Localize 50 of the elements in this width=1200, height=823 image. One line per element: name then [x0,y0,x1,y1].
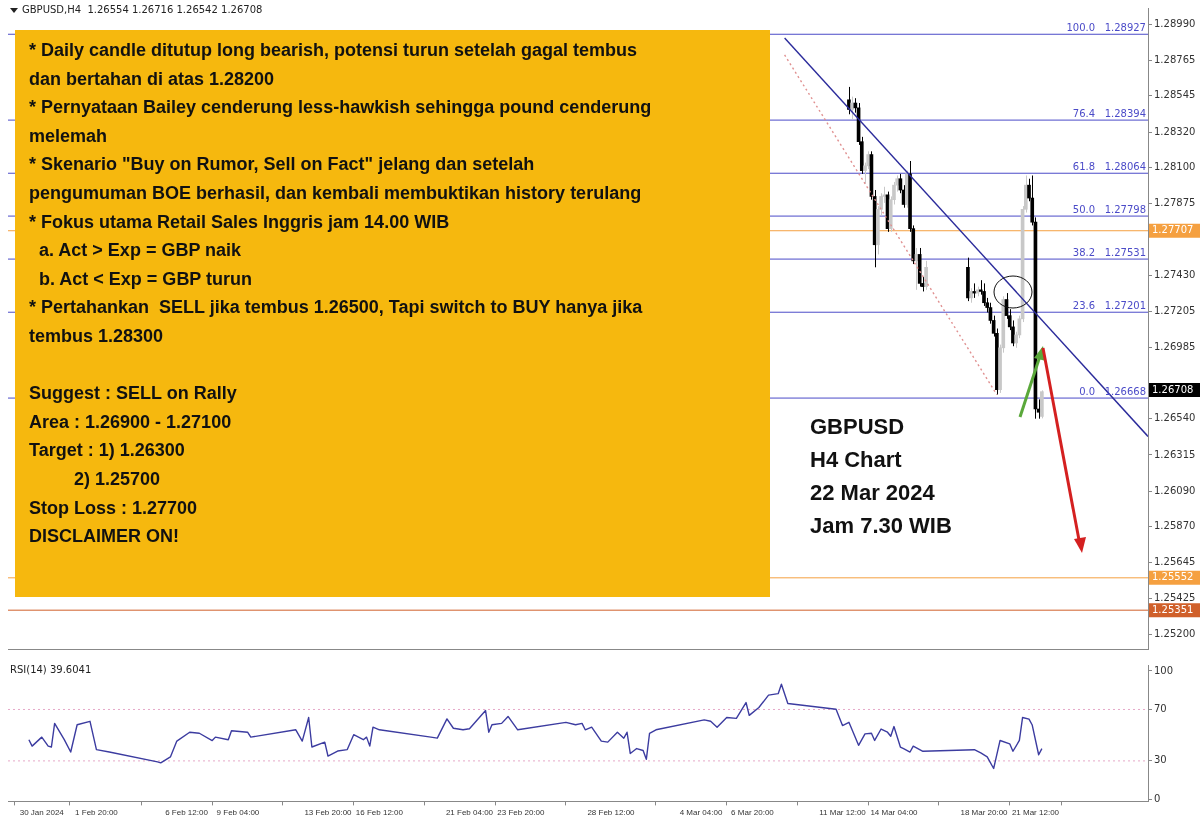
y-tick-label: 1.28320 [1154,125,1196,137]
y-tick-label: 1.25200 [1154,628,1196,640]
x-tick-label: 18 Mar 20:00 [960,808,1009,818]
y-tick-label: 1.28545 [1154,89,1196,101]
x-tick-label: 21 Mar 12:00 [1011,808,1060,818]
y-tick-label: 1.27875 [1154,197,1196,209]
y-tick-label: 0 [1154,793,1161,805]
y-tick-label: 1.28990 [1154,17,1196,29]
y-tick-label: 1.27205 [1154,305,1196,317]
ref-line-label: 76.4 1.28394 [1072,107,1146,119]
y-tick-label: 1.27430 [1154,268,1196,280]
ref-line-label: 100.0 1.28927 [1066,21,1146,33]
y-tick-label: 70 [1154,703,1167,715]
ref-line-label: 38.2 1.27531 [1072,246,1146,258]
x-tick-label: 16 Feb 12:00 [355,808,404,818]
x-tick-label: 28 Feb 12:00 [587,808,636,818]
y-tick-label: 1.25645 [1154,556,1196,568]
ref-line-label: 23.6 1.27201 [1072,299,1146,311]
ref-line-label: 61.8 1.28064 [1072,160,1146,172]
chart-title: GBPUSD,H4 1.26554 1.26716 1.26542 1.26708 [22,4,263,15]
y-tick-label: 1.25870 [1154,520,1196,532]
ref-line-label: 1.27707 [1152,224,1194,236]
y-tick-label: 100 [1154,664,1174,676]
x-tick-label: 6 Feb 12:00 [165,808,209,818]
y-tick-label: 1.26315 [1154,448,1196,460]
x-tick-label: 6 Mar 20:00 [731,808,775,818]
ref-line-label: 1.25351 [1152,603,1194,615]
y-tick-label: 1.28765 [1154,53,1196,65]
x-tick-label: 13 Feb 20:00 [304,808,353,818]
y-tick-label: 1.26540 [1154,412,1196,424]
note-panel: * Daily candle ditutup long bearish, potensi turun setelah gagal tembus dan bertahan di atas 1.28200 * Pernyataan Bailey cenderung less-hawkish sehingga pound cenderung melemah * Skenario "Buy on Rumor, Sell on Fact" jelang dan setelah pengumuman BOE berhasil, dan kembali membuktikan history terulang * Fokus utama Retail Sales Inggris jam 14.00 WIB a. Act > Exp = GBP naik b. Act < Exp = GBP turun * Pertahankan SELL jika tembus 1.26500, Tapi switch to BUY hanya jika tembus 1.28300 Suggest : SELL on Rally Area : 1.26900 - 1.27100 Target : 1) 1.26300 2) 1.25700 Stop Loss : 1.27700 DISCLAIMER ON! [15,30,770,597]
y-tick-label: 1.26090 [1154,484,1196,496]
y-tick-label: 1.25425 [1154,591,1196,603]
text: 1.26708 [1149,383,1200,397]
y-tick-label: 30 [1154,754,1167,766]
ref-line-label: 0.0 1.26668 [1079,385,1146,397]
x-tick-label: 11 Mar 12:00 [819,808,867,818]
x-tick-label: 9 Feb 04:00 [216,808,260,818]
ref-line-label: 50.0 1.27798 [1072,203,1146,215]
x-tick-label: 23 Feb 20:00 [497,808,546,818]
y-tick-label: 1.28100 [1154,161,1196,173]
annotation: GBPUSD H4 Chart 22 Mar 2024 Jam 7.30 WIB [810,413,952,540]
x-tick-label: 14 Mar 04:00 [870,808,919,818]
y-tick-label: 1.26985 [1154,340,1196,352]
chart-title: RSI(14) 39.6041 [10,664,92,675]
x-tick-label: 4 Mar 04:00 [679,808,723,818]
x-tick-label: 21 Feb 04:00 [445,808,494,818]
x-tick-label: 1 Feb 20:00 [75,808,119,818]
x-tick-label: 30 Jan 2024 [19,808,65,818]
ref-line-label: 1.25552 [1152,571,1194,583]
